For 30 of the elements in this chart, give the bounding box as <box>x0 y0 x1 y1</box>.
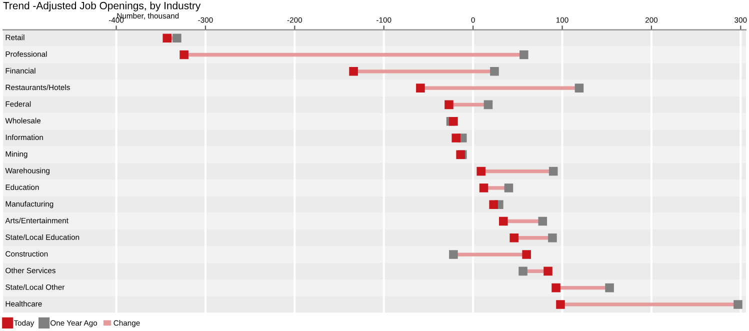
point <box>544 266 552 276</box>
point <box>172 34 182 43</box>
point <box>489 200 498 209</box>
point <box>548 166 558 176</box>
point <box>510 233 518 242</box>
point <box>548 233 557 242</box>
point <box>479 184 488 192</box>
point <box>734 300 742 309</box>
point <box>180 50 188 60</box>
point <box>449 250 458 259</box>
point <box>498 216 508 226</box>
point <box>349 67 358 76</box>
point <box>574 84 584 92</box>
point <box>444 100 454 110</box>
point <box>162 34 172 43</box>
point <box>522 250 531 259</box>
point <box>476 166 486 176</box>
point <box>552 283 560 292</box>
point <box>416 84 425 92</box>
point <box>518 266 528 276</box>
chart-title: Trend -Adjusted Job Openings, by Industry <box>3 2 201 12</box>
point <box>484 100 493 110</box>
point <box>490 67 499 76</box>
point <box>538 216 548 226</box>
point <box>452 134 461 142</box>
point <box>504 184 514 192</box>
point <box>605 283 614 292</box>
point <box>520 50 528 60</box>
point <box>556 300 565 309</box>
point <box>449 116 458 126</box>
